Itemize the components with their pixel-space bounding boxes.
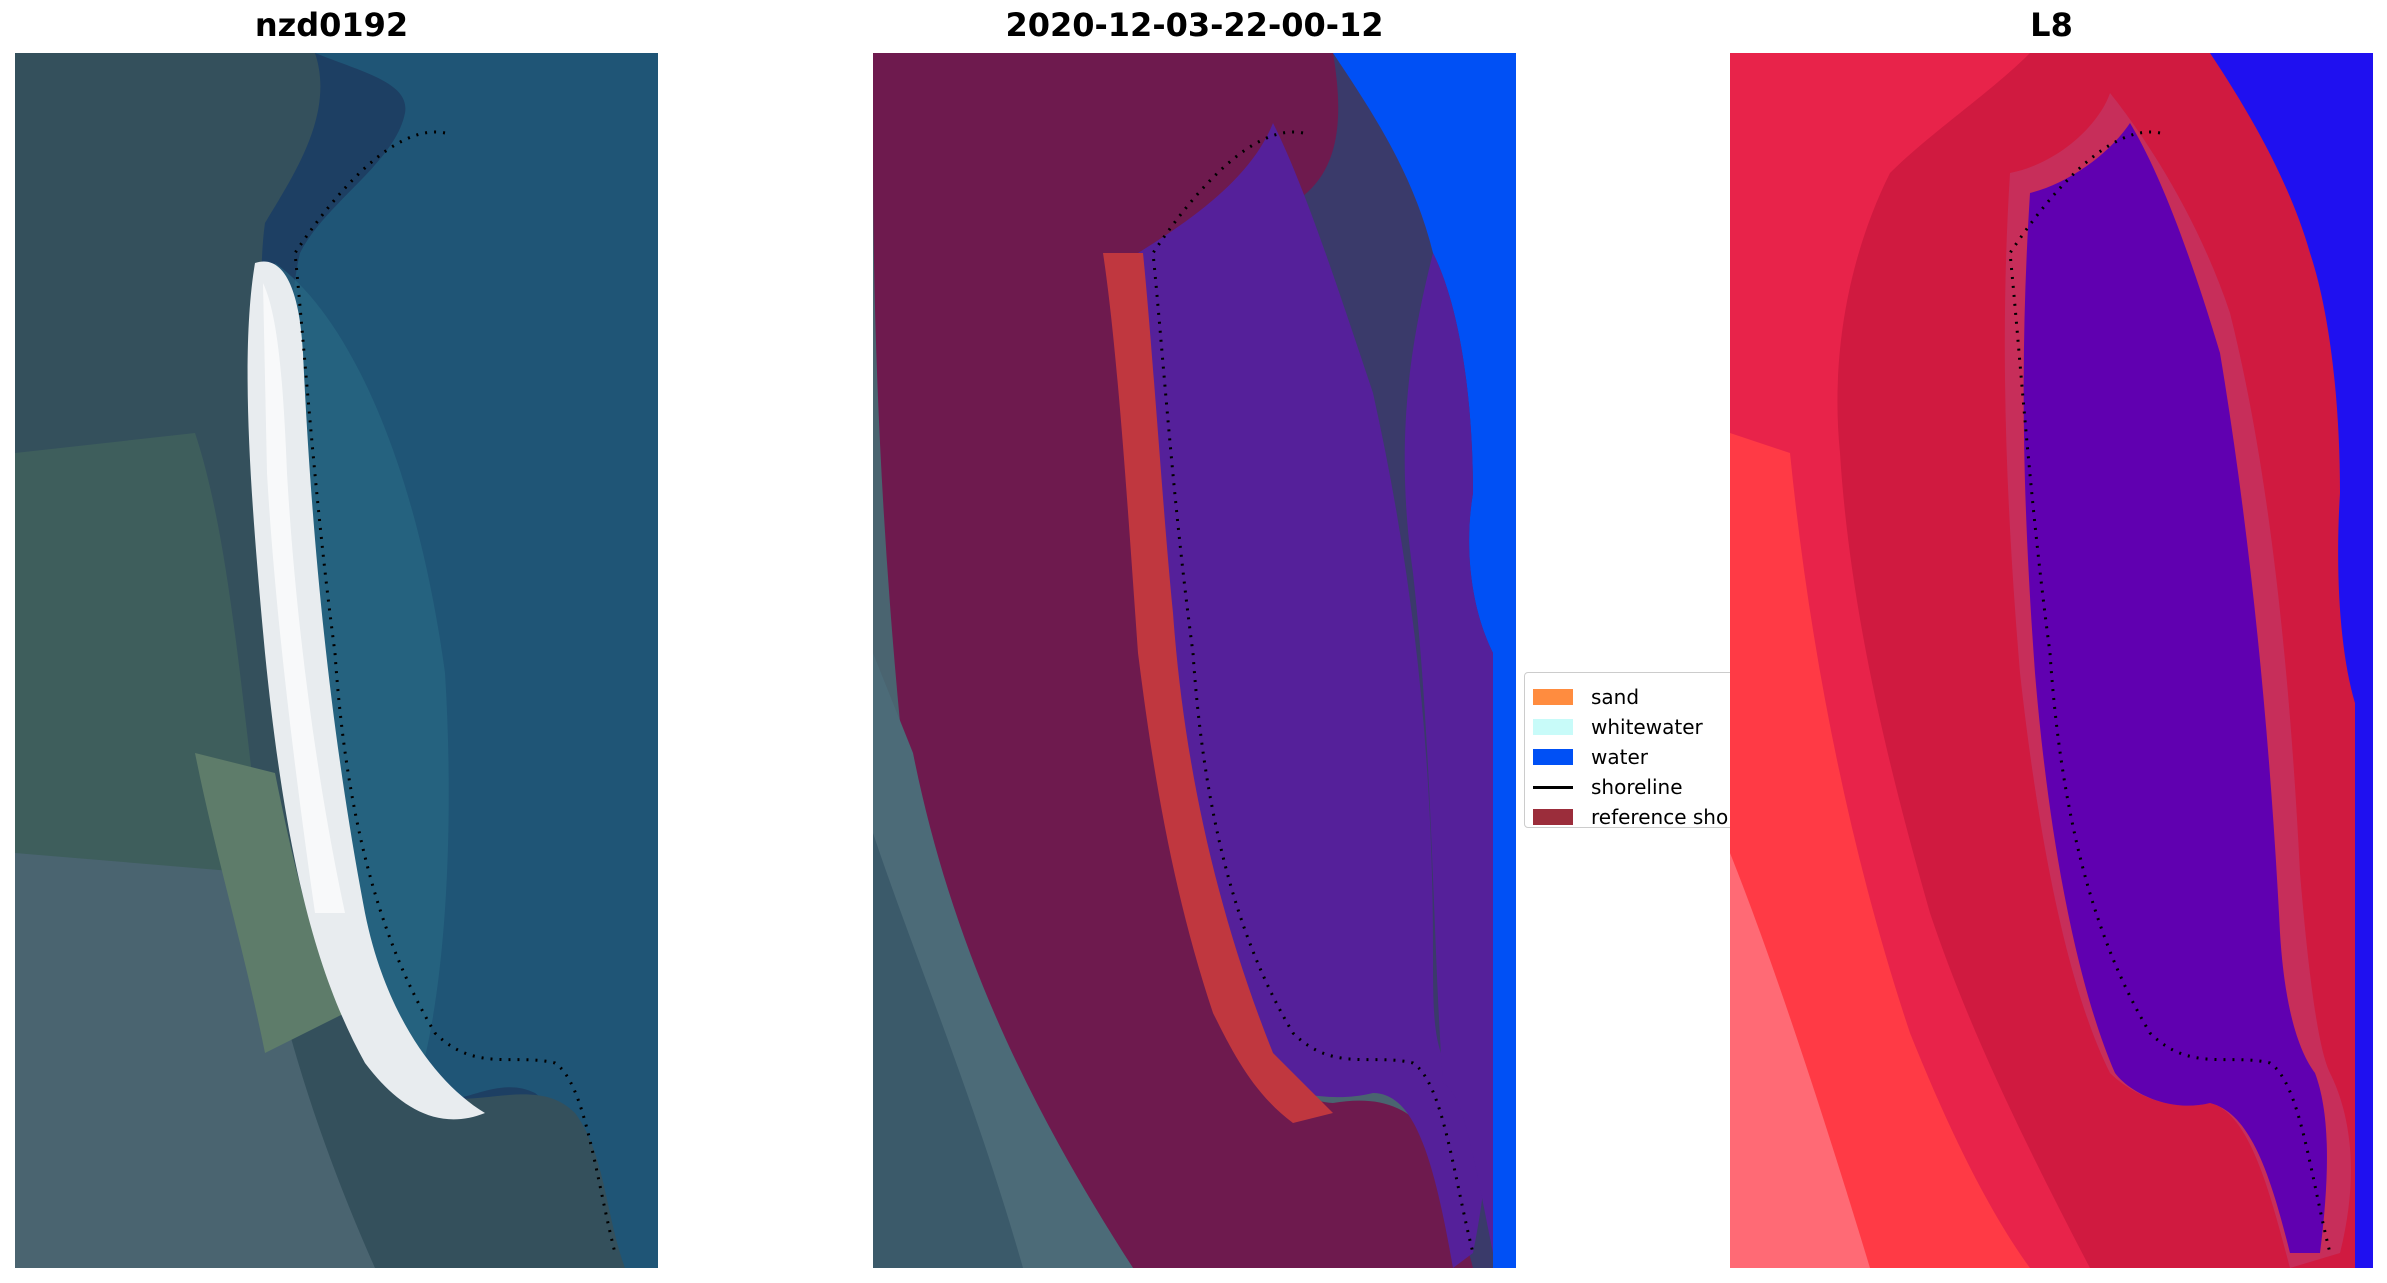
- sand-swatch: [1533, 689, 1573, 705]
- legend-label-whitewater: whitewater: [1591, 715, 1703, 739]
- index-image: [1730, 53, 2373, 1268]
- legend-item-shoreline: shoreline: [1533, 773, 1683, 801]
- legend-label-sand: sand: [1591, 685, 1640, 709]
- panel-title-classified: 2020-12-03-22-00-12: [1005, 6, 1384, 44]
- rgb-satellite-image: [15, 53, 658, 1268]
- legend: sand whitewater water shoreline referenc…: [1524, 672, 1734, 828]
- legend-label-water: water: [1591, 745, 1648, 769]
- classified-image: [873, 53, 1516, 1268]
- legend-item-reference-shoreline: reference shoreline: [1533, 803, 1734, 828]
- shoreline-line: [1533, 785, 1573, 789]
- whitewater-swatch: [1533, 719, 1573, 735]
- reference-shoreline-swatch: [1533, 809, 1573, 825]
- legend-item-sand: sand: [1533, 683, 1639, 711]
- legend-label-shoreline: shoreline: [1591, 775, 1683, 799]
- panel-title-rgb: nzd0192: [254, 6, 409, 44]
- water-swatch: [1533, 749, 1573, 765]
- legend-item-whitewater: whitewater: [1533, 713, 1703, 741]
- panel-title-index: L8: [2030, 6, 2073, 44]
- legend-label-reference-shoreline: reference shoreline: [1591, 805, 1734, 828]
- legend-item-water: water: [1533, 743, 1648, 771]
